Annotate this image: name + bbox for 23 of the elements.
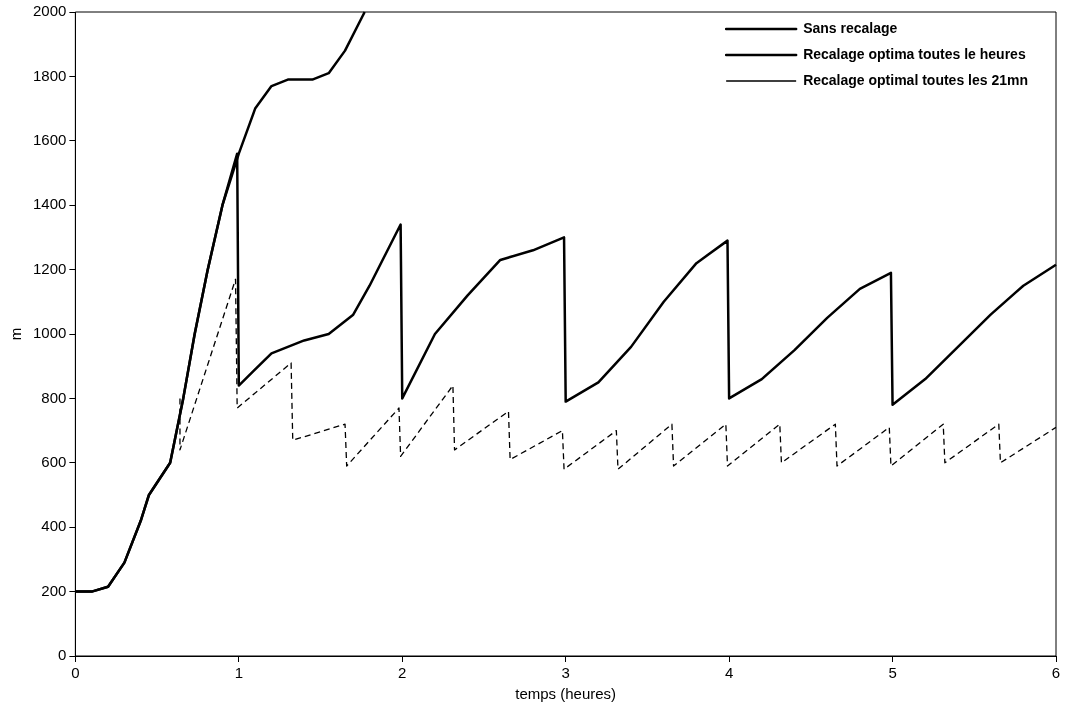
x-tick-label: 5 — [888, 664, 897, 682]
y-tick-label: 1800 — [32, 66, 67, 84]
legend-label: Recalage optimal toutes les 21mn — [803, 71, 1028, 88]
legend-label: Sans recalage — [803, 19, 898, 36]
y-tick-label: 400 — [41, 517, 67, 535]
y-tick-label: 0 — [58, 646, 67, 664]
y-tick-label: 2000 — [32, 2, 67, 20]
x-tick-label: 4 — [724, 664, 734, 682]
x-tick-label: 6 — [1051, 664, 1061, 682]
legend-label: Recalage optima toutes le heures — [803, 45, 1026, 62]
x-tick-label: 3 — [561, 664, 570, 682]
x-axis-title: temps (heures) — [515, 685, 617, 703]
y-tick-label: 1400 — [32, 195, 67, 213]
y-axis-title: m — [7, 327, 25, 341]
y-tick-label: 800 — [41, 388, 67, 406]
x-tick-label: 0 — [71, 664, 80, 682]
y-tick-label: 1000 — [32, 324, 67, 342]
x-tick-label: 2 — [398, 664, 407, 682]
y-tick-label: 200 — [41, 581, 67, 599]
y-tick-label: 600 — [41, 452, 67, 470]
x-tick-label: 1 — [234, 664, 243, 682]
y-tick-label: 1600 — [32, 130, 67, 148]
y-tick-label: 1200 — [32, 259, 67, 277]
